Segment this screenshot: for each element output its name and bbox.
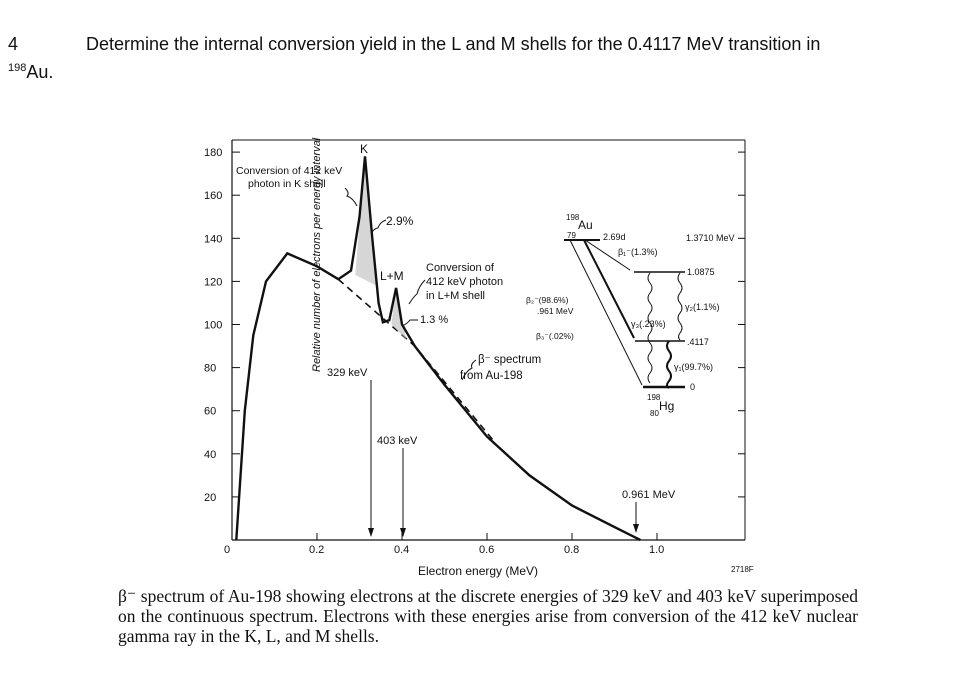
line-403-label: 403 keV bbox=[377, 435, 418, 447]
x-tick-label: 0 bbox=[224, 544, 230, 556]
annotation-leaders bbox=[344, 187, 637, 536]
line-329-label: 329 keV bbox=[327, 367, 368, 379]
decay-scheme bbox=[564, 140, 746, 540]
y-tick-label: 80 bbox=[204, 363, 216, 375]
beta3: β₃⁻(.02%) bbox=[536, 331, 574, 341]
lm-label: L+M bbox=[380, 269, 404, 283]
lm-note-3: in L+M shell bbox=[426, 290, 485, 302]
y-tick-label: 180 bbox=[204, 147, 222, 159]
ticks: 20 40 60 80 100 120 140 160 180 0 0.2 0.4 0.6 0.8 1.0 bbox=[204, 147, 745, 556]
beta-spectrum-label: β⁻ spectrum bbox=[478, 354, 541, 366]
q-value: 1.3710 MeV bbox=[686, 233, 735, 243]
y-tick-label: 140 bbox=[204, 233, 222, 245]
axes bbox=[231, 139, 745, 541]
y-tick-label: 160 bbox=[204, 190, 222, 202]
lm-note: Conversion of bbox=[426, 262, 495, 274]
k-percent: 2.9% bbox=[386, 214, 414, 228]
level-1-energy: 1.0875 bbox=[687, 267, 715, 277]
isotope-mass: 198 bbox=[8, 62, 27, 74]
daughter-symbol: Hg bbox=[659, 399, 674, 413]
gamma2: γ₂(1.1%) bbox=[685, 302, 720, 312]
beta2: β₂⁻(98.6%) bbox=[526, 295, 569, 305]
ground-level: 0 bbox=[690, 382, 695, 392]
gamma3: γ₃(.23%) bbox=[631, 319, 666, 329]
arrowheads bbox=[368, 524, 639, 537]
beta-spectrum-label-2: from Au-198 bbox=[460, 370, 523, 382]
daughter-z: 80 bbox=[650, 409, 659, 418]
x-tick-label: 1.0 bbox=[649, 544, 664, 556]
question-number: 4 bbox=[8, 34, 19, 54]
x-tick-label: 0.8 bbox=[564, 544, 579, 556]
x-tick-label: 0.6 bbox=[479, 544, 494, 556]
half-life: 2.69d bbox=[603, 232, 626, 242]
y-tick-label: 100 bbox=[204, 320, 222, 332]
k-note-2: photon in K shell bbox=[248, 178, 326, 190]
gamma1: γ₁(99.7%) bbox=[674, 362, 713, 372]
lm-note-2: 412 keV photon bbox=[426, 276, 503, 288]
y-axis-label: Relative number of electrons per energy … bbox=[311, 137, 323, 372]
spectrum-curve bbox=[235, 156, 641, 542]
y-tick-label: 20 bbox=[204, 492, 216, 504]
parent-z: 79 bbox=[567, 231, 576, 240]
k-label: K bbox=[360, 142, 368, 156]
k-note: Conversion of 412 keV bbox=[236, 165, 342, 177]
parent-symbol: Au bbox=[578, 218, 593, 232]
isotope-symbol: Au. bbox=[26, 62, 54, 82]
beta2-energy: .961 MeV bbox=[537, 306, 574, 316]
x-axis-label: Electron energy (MeV) bbox=[418, 564, 538, 578]
k-peak-area bbox=[355, 156, 377, 286]
figure-id: 2718F bbox=[731, 565, 754, 574]
x-tick-label: 0.4 bbox=[394, 544, 409, 556]
y-tick-label: 40 bbox=[204, 449, 216, 461]
beta1: β₁⁻(1.3%) bbox=[618, 247, 657, 257]
x-tick-label: 0.2 bbox=[309, 544, 324, 556]
y-tick-label: 120 bbox=[204, 276, 222, 288]
endpoint-label: 0.961 MeV bbox=[622, 489, 676, 501]
parent-mass: 198 bbox=[566, 213, 580, 222]
figure-caption: β⁻ spectrum of Au-198 showing electrons … bbox=[118, 586, 858, 646]
lm-percent: 1.3 % bbox=[420, 314, 448, 326]
question-text: Determine the internal conversion yield … bbox=[86, 34, 821, 54]
question-isotope: 198Au. bbox=[8, 62, 53, 83]
daughter-mass: 198 bbox=[647, 393, 661, 402]
y-tick-label: 60 bbox=[204, 406, 216, 418]
level-2-energy: .4117 bbox=[687, 337, 709, 347]
